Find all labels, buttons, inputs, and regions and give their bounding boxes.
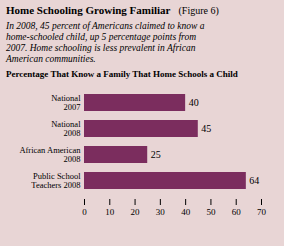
svg-text:40: 40 [189,97,199,108]
html-text:Percentage That Know a Family: Percentage That Know a Family That Home … [6,69,238,79]
svg-text:45: 45 [201,123,211,134]
html-text:American communities.: American communities. [6,54,96,64]
html-text:Home Schooling Growing Familia: Home Schooling Growing Familiar [6,4,171,16]
svg-text:64: 64 [249,175,259,186]
svg-text:20: 20 [131,207,141,217]
svg-text:70: 70 [257,207,267,217]
svg-text:50: 50 [206,207,216,217]
html-text:2007. Home schooling is less p: 2007. Home schooling is less prevalent i… [6,43,196,53]
html-text:home-schooled child, up 5 perc: home-schooled child, up 5 percentage poi… [6,32,197,42]
svg-text:Public SchoolTeachers 2008: Public SchoolTeachers 2008 [31,171,81,190]
html-text:(Figure 6): (Figure 6) [178,5,219,16]
svg-text:25: 25 [151,149,161,160]
html-text:In 2008, 45 percent of America: In 2008, 45 percent of Americans claimed… [6,21,205,31]
svg-text:40: 40 [181,207,191,217]
svg-text:10: 10 [105,207,115,217]
svg-text:0: 0 [82,207,87,217]
svg-text:60: 60 [232,207,242,217]
svg-text:National2008: National2008 [51,119,81,138]
svg-text:30: 30 [156,207,166,217]
svg-text:National2007: National2007 [51,93,81,112]
svg-text:African American2008: African American2008 [19,145,81,164]
